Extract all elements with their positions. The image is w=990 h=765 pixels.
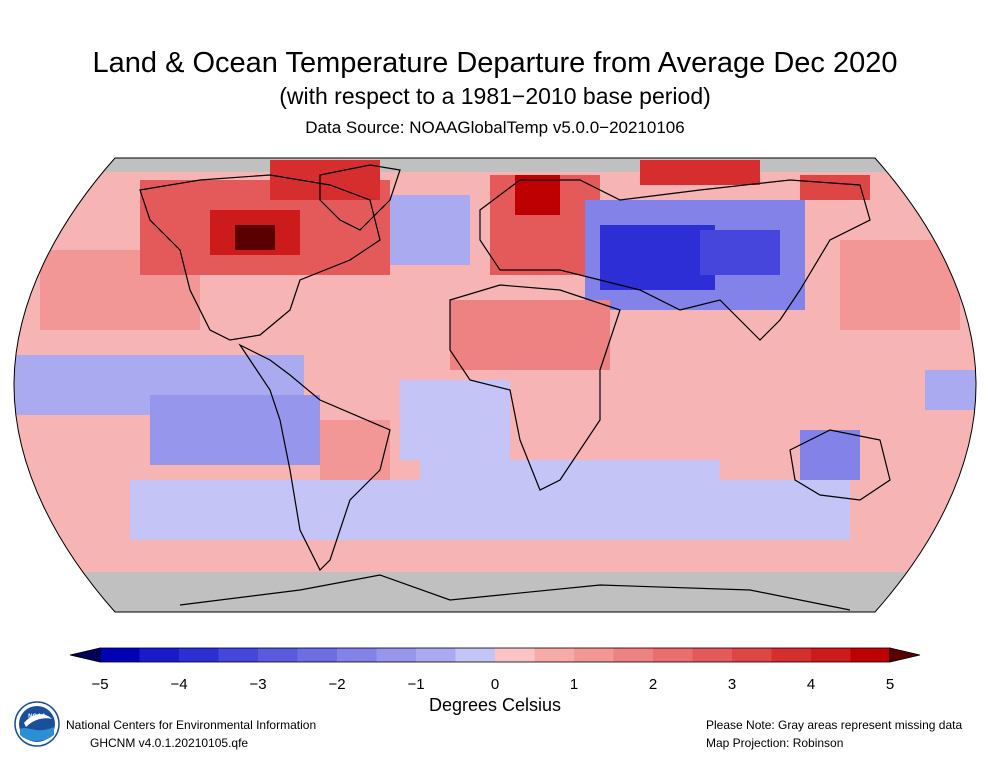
colorbar-tick-label: −2 [328, 676, 346, 693]
footer-left-line1: National Centers for Environmental Infor… [66, 718, 317, 732]
eurasia-outline [479, 179, 871, 341]
australia-outline [789, 429, 891, 501]
colorbar-tick-label: −5 [91, 676, 109, 693]
anomaly-field [14, 158, 976, 612]
colorbar-cell [495, 648, 535, 662]
coastlines [139, 164, 891, 611]
globe-border [13, 157, 977, 613]
colorbar-cell [850, 648, 891, 662]
colorbar-tick-label: 2 [648, 676, 658, 693]
footer-right-line1: Please Note: Gray areas represent missin… [706, 718, 963, 732]
colorbar-cell [100, 648, 140, 662]
colorbar-tick-label: 0 [490, 676, 500, 693]
colorbar-cell [613, 648, 654, 662]
colorbar-cell [534, 648, 575, 662]
antarctic-missing [14, 572, 976, 612]
colorbar-cell [771, 648, 812, 662]
colorbar-cell [692, 648, 733, 662]
temperature-map [13, 157, 977, 613]
colorbar-cell [258, 648, 298, 662]
colorbar-cell [179, 648, 219, 662]
footer-left-line2: GHCNM v4.0.1.20210105.qfe [90, 736, 249, 750]
colorbar-cell [297, 648, 338, 662]
colorbar-cell [455, 648, 496, 662]
footer-right-line2: Map Projection: Robinson [706, 736, 844, 750]
arctic-missing [14, 158, 976, 172]
antarctica-outline [179, 574, 851, 611]
colorbar-cell [218, 648, 259, 662]
colorbar-over-arrow [889, 647, 921, 663]
colorbar-cell [139, 648, 180, 662]
north-america-outline [139, 174, 381, 341]
colorbar-tick-label: −4 [170, 676, 188, 693]
colorbar-cell [337, 648, 377, 662]
colorbar-cell [376, 648, 417, 662]
colorbar-tick-label: −1 [407, 676, 425, 693]
hudson-hotspot [235, 225, 275, 250]
colorbar-border [99, 647, 891, 663]
map-title: Land & Ocean Temperature Departure from … [92, 47, 898, 79]
colorbar-cell [574, 648, 614, 662]
colorbar-label: Degrees Celsius [428, 695, 562, 715]
colorbar [69, 647, 921, 663]
colorbar-cell [653, 648, 693, 662]
data-source: Data Source: NOAAGlobalTemp v5.0.0−20210… [305, 118, 685, 137]
colorbar-tick-label: 4 [806, 676, 816, 693]
colorbar-tick-label: 1 [569, 676, 579, 693]
colorbar-tick-label: −3 [249, 676, 267, 693]
greenland-outline [319, 164, 401, 231]
colorbar-under-arrow [69, 647, 101, 663]
noaa-logo-text: NOAA [28, 714, 46, 720]
noaa-logo: NOAA [14, 701, 60, 747]
colorbar-cell [416, 648, 456, 662]
colorbar-tick-label: 5 [885, 676, 895, 693]
africa-outline [449, 284, 621, 491]
colorbar-cell [732, 648, 772, 662]
colorbar-tick-label: 3 [727, 676, 737, 693]
map-subtitle: (with respect to a 1981−2010 base period… [279, 83, 711, 109]
colorbar-cell [811, 648, 851, 662]
south-america-outline [238, 343, 391, 572]
